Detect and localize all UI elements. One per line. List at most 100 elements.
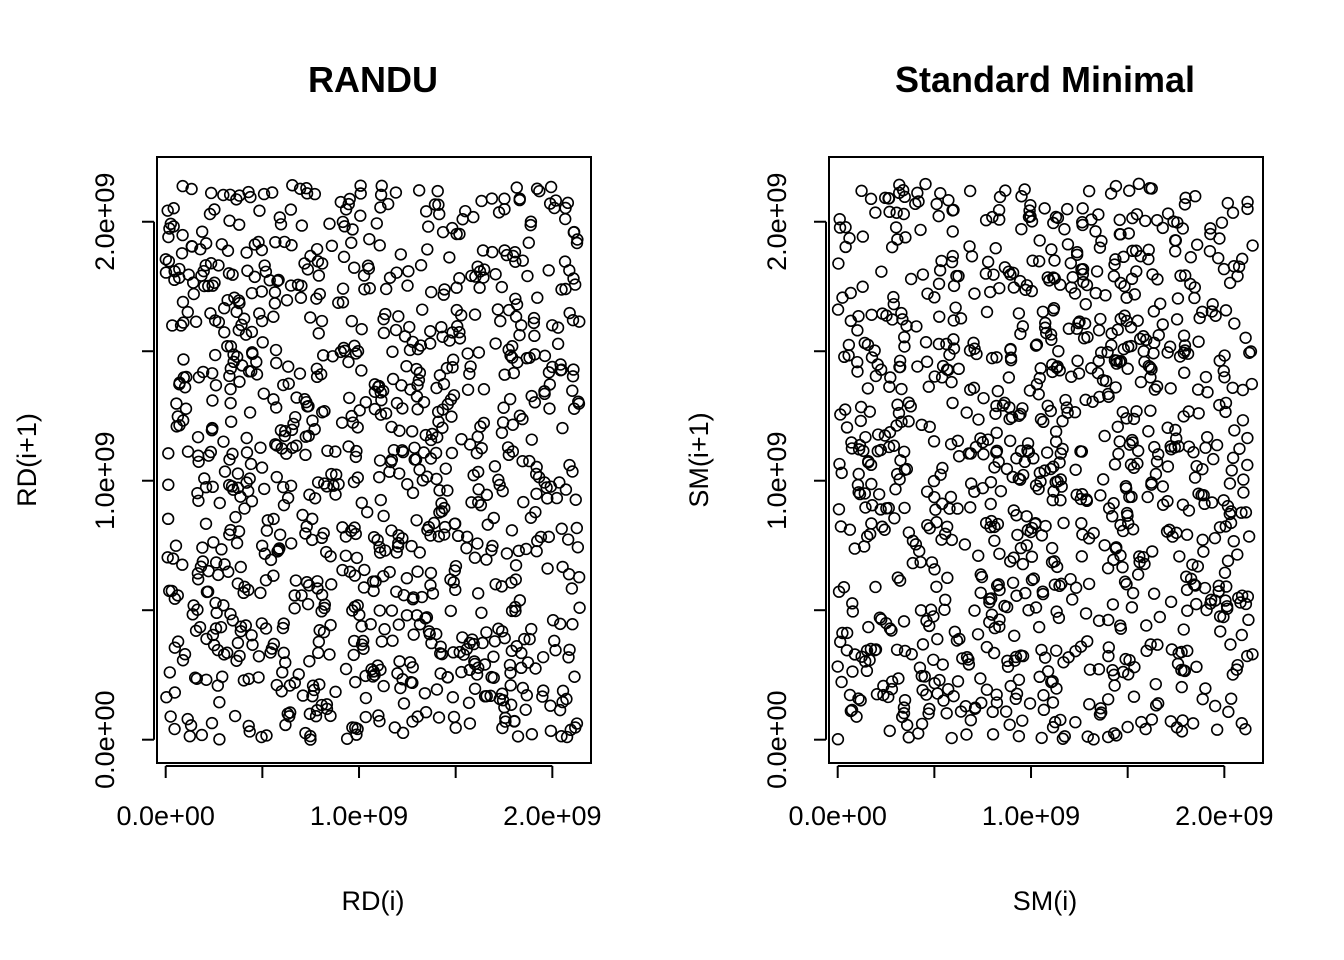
data-point [392,618,406,631]
data-point [195,728,209,742]
data-point [1023,384,1037,397]
data-point [1113,213,1126,227]
data-point [187,276,200,289]
data-point [224,340,238,353]
x-axis: 0.0e+00 1.0e+09 2.0e+09 [117,765,602,831]
data-point [527,316,541,330]
data-point [1127,412,1141,426]
data-point [888,512,901,525]
data-point [313,678,326,691]
data-point [1199,441,1212,454]
data-point [915,669,928,683]
data-point [520,688,533,702]
data-point [211,568,225,582]
data-point [1218,566,1232,579]
data-point [394,681,407,695]
data-point [1126,244,1139,258]
data-point [258,482,271,496]
data-point [927,435,941,448]
data-point [255,461,269,474]
data-point [1213,354,1226,367]
data-point [1057,516,1070,530]
data-point [859,430,872,444]
data-point [376,384,390,398]
data-point [546,614,560,627]
data-point [1014,541,1028,555]
data-point [945,731,958,745]
data-point [1192,407,1205,420]
data-point [405,425,419,438]
data-point [472,661,485,674]
data-point [1001,660,1015,673]
data-point [447,389,461,402]
data-point [1125,601,1139,614]
data-point [446,353,460,366]
data-point [1220,580,1233,593]
data-point [1027,572,1041,585]
data-point [563,306,576,320]
data-point [1020,539,1033,552]
data-point [930,197,943,211]
data-point [318,477,331,490]
data-point [500,547,514,560]
data-point [498,368,511,381]
data-point [862,456,875,469]
data-point [509,604,522,618]
data-point [317,527,330,540]
data-point [231,467,245,480]
data-point [375,635,389,648]
data-point [963,240,976,253]
x-tick-label: 1.0e+09 [310,801,408,831]
y-axis: 0.0e+00 1.0e+09 2.0e+09 [762,173,827,789]
data-point [1235,717,1248,730]
data-point [1207,452,1220,466]
data-point [467,637,480,651]
data-point [543,378,557,391]
data-point [383,565,396,579]
data-point [336,296,350,309]
data-point [832,585,846,598]
y-tick-label: 2.0e+09 [762,173,792,271]
data-point [417,395,431,409]
data-point [531,291,544,304]
data-point [947,689,960,703]
data-point [456,631,469,644]
data-point [1140,333,1153,347]
data-point [1189,579,1202,592]
data-point [522,236,535,249]
data-point [1033,234,1046,247]
data-point [835,675,848,689]
data-point [1012,472,1025,485]
data-point [1143,182,1156,195]
data-point [991,517,1005,531]
data-point [528,348,541,361]
data-point [1165,643,1179,656]
data-point [162,478,175,491]
data-point [964,383,977,396]
data-point [891,398,904,411]
data-point [890,206,903,219]
data-point [260,729,273,742]
data-point [1049,425,1063,438]
data-point [346,721,359,734]
data-point [534,530,548,544]
data-point [221,293,234,307]
data-point [208,203,221,216]
data-point [923,702,936,716]
data-point [924,603,938,616]
data-point [911,360,924,373]
data-point [237,674,251,687]
data-point [1212,579,1225,593]
data-point [906,556,919,570]
data-point [1221,602,1234,615]
data-point [885,675,899,688]
data-point [359,396,373,409]
data-point [1228,317,1241,330]
data-point [1200,603,1213,617]
data-point [945,533,959,547]
data-point [223,369,236,383]
data-point [378,622,391,636]
data-point [573,601,586,614]
data-point [495,687,509,700]
data-point [1094,706,1108,719]
